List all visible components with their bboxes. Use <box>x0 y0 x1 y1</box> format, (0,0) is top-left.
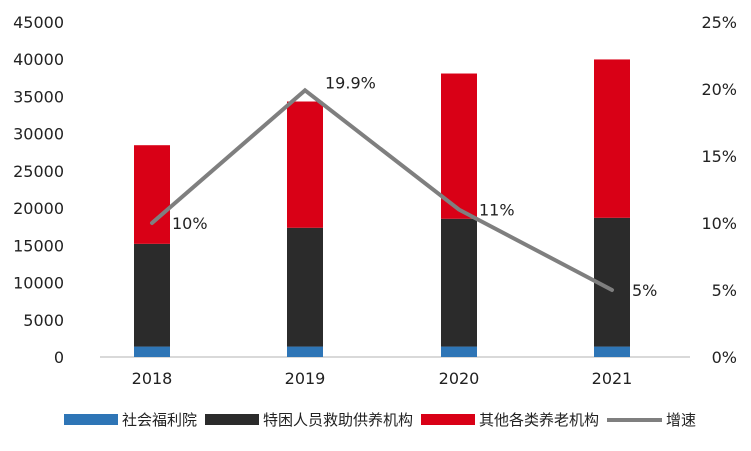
bar-segment <box>441 346 477 357</box>
y-left-tick-label: 0 <box>54 348 64 367</box>
bar-segment <box>594 59 630 218</box>
y-right-tick-label: 0% <box>712 348 737 367</box>
bar-segment <box>134 243 170 347</box>
legend-label: 社会福利院 <box>122 411 197 429</box>
x-tick-label: 2019 <box>285 369 326 388</box>
y-left-tick-label: 5000 <box>23 311 64 330</box>
bar-segment <box>287 227 323 347</box>
y-right-tick-label: 5% <box>712 281 737 300</box>
y-left-tick-label: 25000 <box>13 162 64 181</box>
y-left-tick-label: 10000 <box>13 274 64 293</box>
legend-label: 特困人员救助供养机构 <box>263 411 413 429</box>
legend-label: 其他各类养老机构 <box>479 411 599 429</box>
y-right-tick-label: 25% <box>701 13 737 32</box>
bar-segment <box>287 346 323 357</box>
y-left-tick-label: 15000 <box>13 236 64 255</box>
x-tick-label: 2018 <box>132 369 173 388</box>
bar-segment <box>134 145 170 244</box>
y-left-tick-label: 20000 <box>13 199 64 218</box>
bar-segment <box>594 346 630 357</box>
legend-label: 增速 <box>666 411 696 429</box>
bar-segment <box>441 218 477 347</box>
data-label: 11% <box>479 201 515 220</box>
bar-segment <box>134 346 170 357</box>
bar-segment <box>441 73 477 219</box>
data-label: 10% <box>172 214 208 233</box>
y-left-tick-label: 35000 <box>13 87 64 106</box>
data-label: 5% <box>632 281 657 300</box>
y-right-tick-label: 20% <box>701 80 737 99</box>
legend-swatch <box>64 414 118 425</box>
y-left-tick-label: 45000 <box>13 13 64 32</box>
x-tick-label: 2021 <box>592 369 633 388</box>
y-right-tick-label: 15% <box>701 147 737 166</box>
y-left-tick-label: 30000 <box>13 125 64 144</box>
bar-segment <box>287 101 323 228</box>
legend-swatch <box>205 414 259 425</box>
growth-line <box>150 87 614 292</box>
y-left-tick-label: 40000 <box>13 50 64 69</box>
data-label: 19.9% <box>325 73 376 92</box>
x-tick-label: 2020 <box>439 369 480 388</box>
legend-swatch <box>421 414 475 425</box>
y-right-tick-label: 10% <box>701 214 737 233</box>
